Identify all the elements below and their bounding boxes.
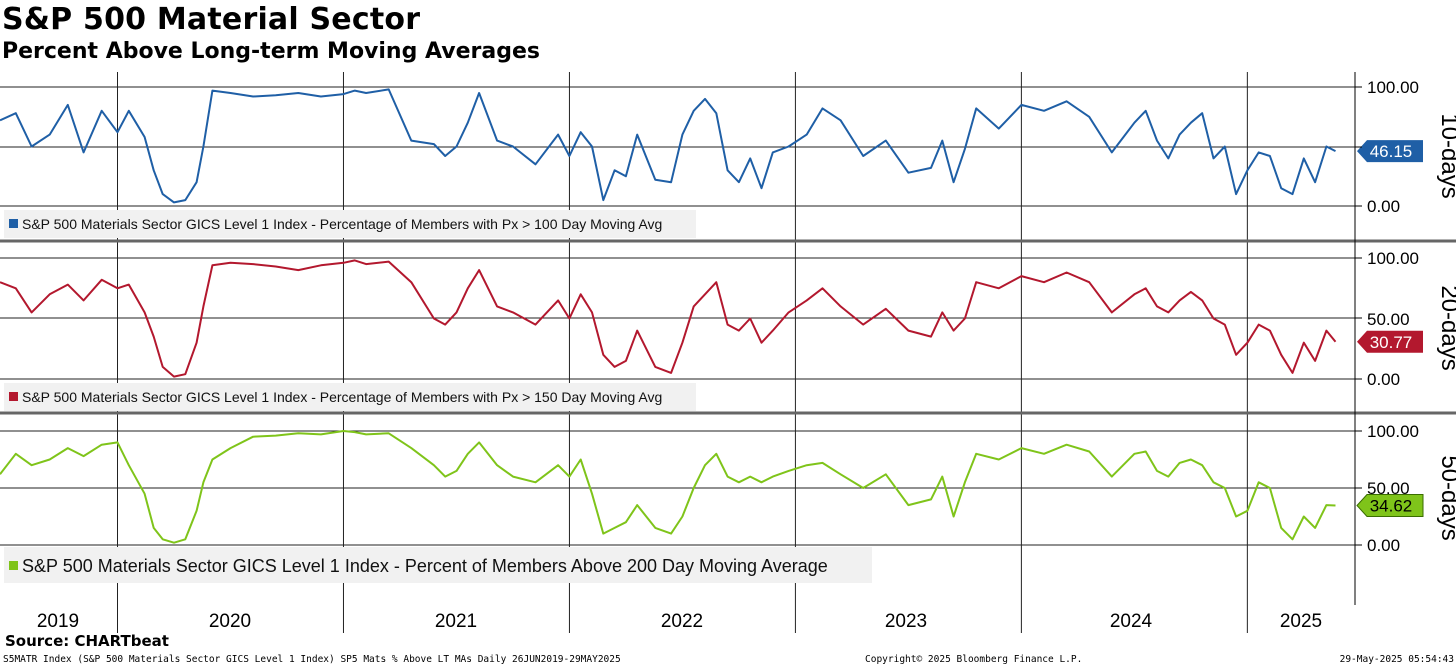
panel-10-days-y-tick-100: 100.00 <box>1367 78 1419 97</box>
panel-10-days: S&P 500 Materials Sector GICS Level 1 In… <box>0 88 1456 243</box>
panel-20-days-y-tick-0: 0.00 <box>1367 370 1400 389</box>
panel-50-days-legend: S&P 500 Materials Sector GICS Level 1 In… <box>4 547 872 583</box>
panel-50-days-y-tick-50: 50.00 <box>1367 479 1410 498</box>
x-tick-label-2021: 2021 <box>435 611 477 632</box>
x-tick-label-2025: 2025 <box>1280 611 1322 632</box>
footer-timestamp: 29-May-2025 05:54:43 <box>1339 654 1454 665</box>
panel-50-days-legend-text: S&P 500 Materials Sector GICS Level 1 In… <box>22 556 828 576</box>
panel-10-days-series-line <box>0 88 1336 204</box>
panel-20-days-legend-text: S&P 500 Materials Sector GICS Level 1 In… <box>22 389 662 405</box>
panel-50-days: S&P 500 Materials Sector GICS Level 1 In… <box>0 430 1456 583</box>
panel-50-days-y-axis: 100.00 50.00 0.00 <box>1367 422 1419 555</box>
source-note: Source: CHARTbeat <box>5 632 169 650</box>
panel-50-days-series-line <box>0 430 1336 544</box>
footer-copyright: Copyright© 2025 Bloomberg Finance L.P. <box>865 654 1083 665</box>
panel-20-days-y-tick-100: 100.00 <box>1367 249 1419 268</box>
panel-10-days-legend-text: S&P 500 Materials Sector GICS Level 1 In… <box>22 216 662 232</box>
chart-title: S&P 500 Material Sector <box>2 2 421 37</box>
panel-10-days-y-axis: 100.00 0.00 <box>1367 78 1419 216</box>
panel-10-days-y-tick-0: 0.00 <box>1367 197 1400 216</box>
panel-20-days-last-value: 30.77 <box>1370 333 1413 352</box>
x-tick-label-2019: 2019 <box>37 611 79 632</box>
panel-20-days-legend: S&P 500 Materials Sector GICS Level 1 In… <box>4 383 696 411</box>
panel-50-days-y-tick-0: 0.00 <box>1367 536 1400 555</box>
panel-50-days-value-tag: 34.62 <box>1356 494 1424 517</box>
panel-10-days-value-tag: 46.15 <box>1357 140 1423 163</box>
x-tick-label-2020: 2020 <box>209 611 251 632</box>
panel-20-days: S&P 500 Materials Sector GICS Level 1 In… <box>0 259 1456 415</box>
panel-20-days-value-tag: 30.77 <box>1357 330 1423 353</box>
panel-50-days-legend-swatch <box>9 561 18 570</box>
panel-10-days-legend: S&P 500 Materials Sector GICS Level 1 In… <box>4 210 696 238</box>
panel-20-days-y-tick-50: 50.00 <box>1367 310 1410 329</box>
panel-10-days-legend-swatch <box>9 219 18 228</box>
panel-50-days-last-value: 34.62 <box>1370 497 1413 516</box>
chart-subtitle: Percent Above Long-term Moving Averages <box>2 39 540 64</box>
panel-20-days-y-axis: 100.00 50.00 0.00 <box>1367 249 1419 389</box>
x-tick-label-2022: 2022 <box>661 611 703 632</box>
panel-50-days-y-tick-100: 100.00 <box>1367 422 1419 441</box>
panel-20-days-value-tag-shape <box>1357 330 1423 353</box>
panel-10-days-value-tag-shape <box>1357 140 1423 163</box>
panel-50-days-value-tag-shape <box>1356 494 1424 517</box>
x-axis: 2019 2020 2021 2022 2023 2024 2025 <box>37 611 1322 632</box>
panel-20-days-legend-swatch <box>9 392 18 401</box>
panel-50-days-label: 50-days <box>1436 455 1456 540</box>
panel-20-days-series-line <box>0 259 1337 378</box>
x-tick-label-2024: 2024 <box>1110 611 1153 632</box>
footer-index-description: S5MATR Index (S&P 500 Materials Sector G… <box>3 654 621 665</box>
panel-10-days-label: 10-days <box>1436 113 1456 198</box>
x-tick-label-2023: 2023 <box>885 611 927 632</box>
panel-20-days-label: 20-days <box>1436 285 1456 370</box>
panel-10-days-last-value: 46.15 <box>1370 142 1413 161</box>
